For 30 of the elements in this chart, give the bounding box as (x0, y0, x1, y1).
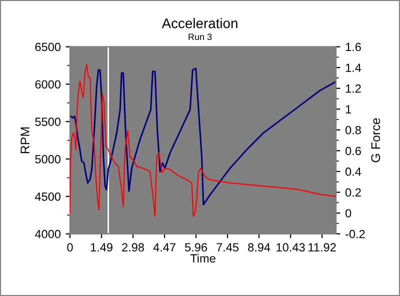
x-tick-label: 5.96 (185, 243, 207, 252)
x-tick-label: 10.43 (276, 243, 305, 252)
x-tick-label: 2.98 (122, 243, 144, 252)
y-tick-label: 5500 (35, 118, 61, 126)
y-tick-label: 4000 (34, 230, 61, 238)
y2-tick-label: 1.4 (346, 64, 362, 72)
y2-tick-label: 0.8 (345, 126, 361, 134)
x-axis-title: Time (190, 254, 216, 263)
y-tick-label: 6000 (35, 80, 61, 89)
x-tick-label: 7.45 (216, 243, 239, 252)
x-tick-label: 4.47 (153, 243, 176, 252)
y2-tick-label: 0.4 (345, 168, 362, 176)
y2-tick-label: 0 (345, 209, 352, 218)
y2-tick-label: 1.2 (346, 84, 361, 93)
chart-title: Acceleration (162, 18, 238, 28)
y2-tick-label: 1 (346, 105, 352, 114)
y2-tick-label: 0.2 (345, 188, 361, 197)
y-tick-label: 4500 (34, 192, 61, 201)
y2-tick-label: 1.6 (346, 42, 361, 52)
x-tick-label: 8.94 (248, 243, 270, 252)
y-tick-label: 6500 (35, 42, 61, 52)
y2-tick-label: -0.2 (346, 230, 365, 238)
x-tick-label: 1.49 (90, 243, 112, 252)
x-tick-label: 0 (67, 243, 73, 252)
y-axis-title: RPM (20, 127, 30, 154)
x-tick-label: 11.92 (308, 243, 336, 252)
y-tick-label: 5000 (35, 155, 61, 164)
chart-subtitle: Run 3 (188, 34, 212, 40)
y2-tick-label: 0.6 (345, 146, 361, 156)
y2-axis-title: G Force (371, 118, 380, 162)
